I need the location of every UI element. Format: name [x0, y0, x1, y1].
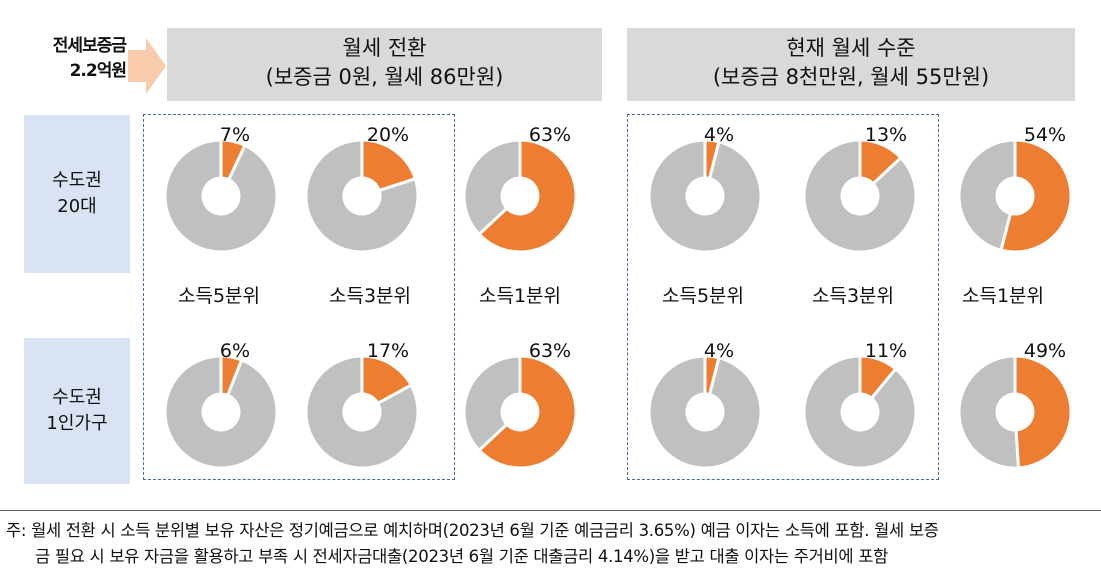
donut-slice-share	[858, 138, 903, 186]
donut-slice-rest	[304, 354, 420, 470]
donut-chart	[304, 138, 420, 254]
group-box-conversion	[143, 114, 455, 480]
column-header-current: 현재 월세 수준 (보증금 8천만원, 월세 55만원)	[627, 28, 1075, 101]
donut-slice-rest	[647, 354, 763, 470]
donut-chart	[647, 138, 763, 254]
donut-slice-share	[219, 354, 244, 398]
donut-value-label: 4%	[703, 340, 735, 362]
donut-slice-share	[999, 138, 1073, 254]
column-header-conversion-subtitle: (보증금 0원, 월세 86만원)	[265, 65, 504, 89]
donut-slice-share	[477, 138, 578, 254]
donut-value-label: 54%	[1023, 124, 1067, 146]
column-header-current-title: 현재 월세 수준	[786, 36, 916, 60]
income-label-q5-a: 소득5분위	[177, 285, 260, 307]
income-label-q1-a: 소득1분위	[478, 285, 561, 307]
donut-chart	[304, 354, 420, 470]
donut-slice-rest	[802, 354, 918, 470]
donut-slice-share	[360, 354, 414, 406]
donut-slice-rest	[957, 354, 1021, 470]
donut-chart	[462, 138, 578, 254]
donut-slice-rest	[163, 354, 279, 470]
donut-slice-rest	[957, 138, 1017, 253]
donut-slice-share	[703, 138, 721, 181]
footnote-separator	[0, 510, 1101, 511]
donut-value-label: 63%	[528, 124, 572, 146]
donut-slice-share	[703, 354, 721, 397]
right-arrow-icon	[128, 38, 166, 94]
column-header-current-subtitle: (보증금 8천만원, 월세 55만원)	[712, 65, 990, 89]
deposit-label-line1: 전세보증금	[52, 36, 127, 56]
donut-value-label: 7%	[219, 124, 251, 146]
row-header-single-line1: 수도권	[52, 387, 102, 408]
donut-chart	[802, 138, 918, 254]
income-label-q5-b: 소득5분위	[661, 285, 744, 307]
donut-slice-rest	[304, 138, 420, 254]
donut-slice-rest	[802, 138, 918, 254]
donut-slice-share	[360, 138, 418, 193]
donut-chart	[647, 354, 763, 470]
donut-value-label: 6%	[219, 340, 251, 362]
donut-slice-share	[1013, 354, 1073, 470]
column-header-conversion-title: 월세 전환	[342, 36, 427, 60]
donut-chart	[462, 354, 578, 470]
donut-slice-rest	[163, 138, 279, 254]
row-header-single-line2: 1인가구	[46, 413, 108, 434]
row-header-20s-line1: 수도권	[52, 170, 102, 191]
footnote-line2: 금 필요 시 보유 자금을 활용하고 부족 시 전세자금대출(2023년 6월 …	[35, 547, 888, 566]
donut-value-label: 4%	[703, 124, 735, 146]
footnote-line1: 주: 월세 전환 시 소득 분위별 보유 자산은 정기예금으로 예치하며(202…	[6, 521, 939, 540]
donut-value-label: 17%	[366, 340, 410, 362]
donut-value-label: 11%	[864, 340, 908, 362]
income-label-q3-a: 소득3분위	[328, 285, 411, 307]
row-header-single-household: 수도권 1인가구	[24, 338, 130, 484]
donut-slice-rest	[647, 138, 763, 254]
footnote: 주: 월세 전환 시 소득 분위별 보유 자산은 정기예금으로 예치하며(202…	[6, 518, 1096, 570]
deposit-label: 전세보증금 2.2억원	[8, 34, 127, 84]
donut-value-label: 63%	[528, 340, 572, 362]
donut-slice-share	[477, 354, 578, 470]
donut-chart	[957, 354, 1073, 470]
donut-value-label: 13%	[864, 124, 908, 146]
donut-value-label: 20%	[366, 124, 410, 146]
donut-value-label: 49%	[1023, 340, 1067, 362]
donut-slice-rest	[462, 138, 522, 237]
donut-chart	[163, 354, 279, 470]
column-header-conversion: 월세 전환 (보증금 0원, 월세 86만원)	[167, 28, 602, 101]
donut-slice-rest	[462, 354, 522, 453]
row-header-20s-line2: 20대	[57, 196, 97, 217]
donut-chart	[163, 138, 279, 254]
donut-chart	[802, 354, 918, 470]
row-header-20s: 수도권 20대	[24, 115, 130, 273]
donut-chart	[957, 138, 1073, 254]
income-label-q1-b: 소득1분위	[961, 285, 1044, 307]
group-box-current	[627, 114, 939, 480]
donut-slice-share	[219, 138, 247, 182]
income-label-q3-b: 소득3분위	[811, 285, 894, 307]
deposit-label-line2: 2.2억원	[69, 61, 127, 81]
donut-slice-share	[858, 354, 898, 401]
